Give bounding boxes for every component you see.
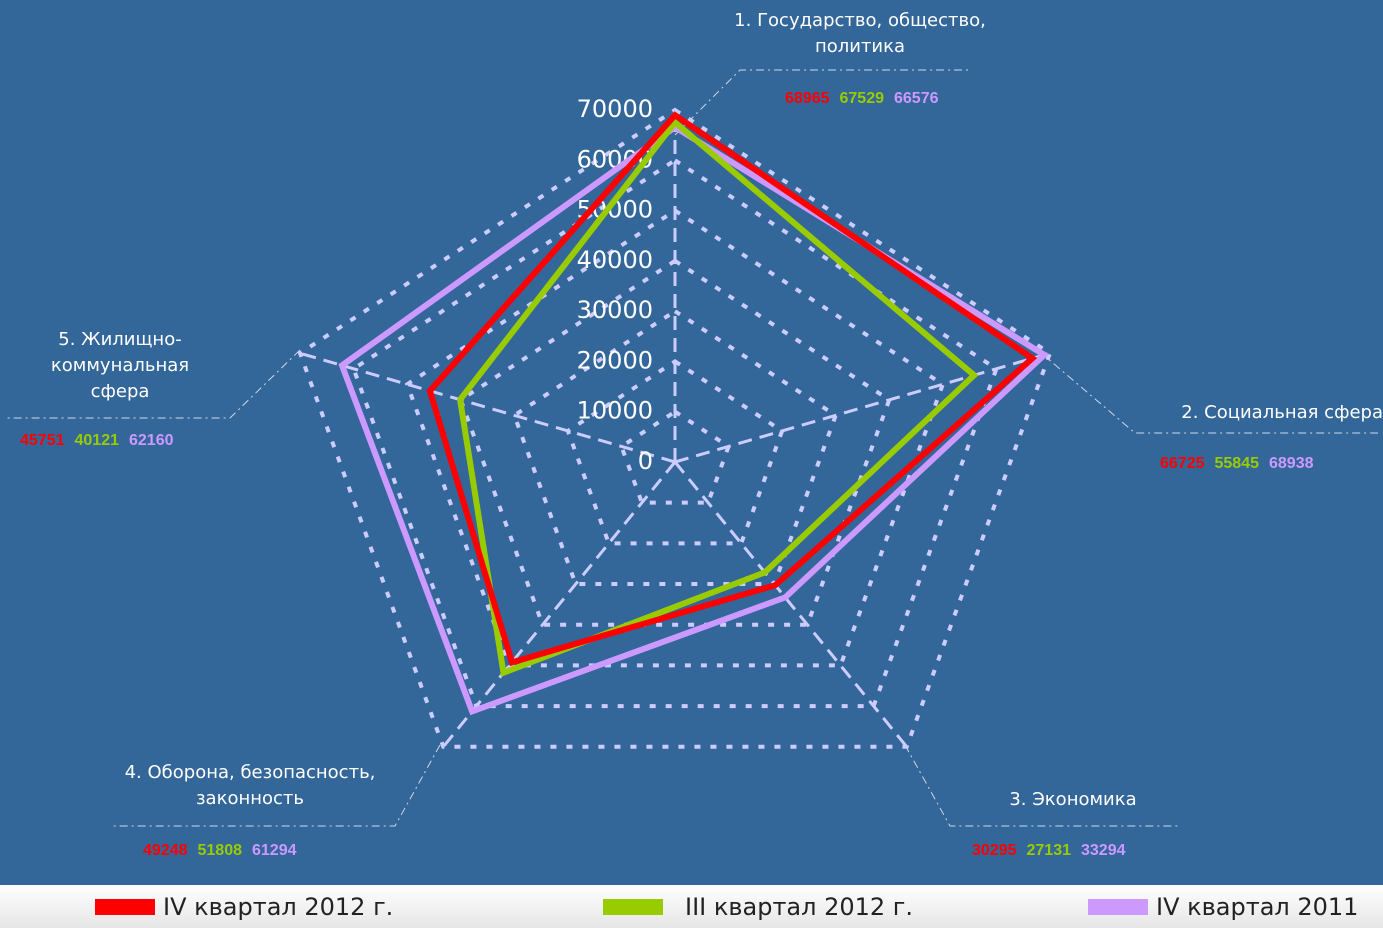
legend: IV квартал 2012 г. III квартал 2012 г. IV … bbox=[0, 885, 1383, 928]
value-labels: 49248 51808 61294 bbox=[143, 842, 307, 860]
y-tick-label: 10000 bbox=[577, 397, 653, 425]
value-label: 27131 bbox=[1026, 842, 1072, 859]
spoke bbox=[442, 461, 677, 748]
value-labels: 30295 27131 33294 bbox=[972, 842, 1136, 860]
leader-lines bbox=[5, 69, 1378, 827]
value-label: 45751 bbox=[20, 432, 65, 449]
category-label: 2. Социальная сфера bbox=[1181, 402, 1383, 423]
value-label: 49248 bbox=[143, 842, 188, 859]
value-label: 68938 bbox=[1269, 455, 1314, 472]
value-label: 66725 bbox=[1160, 455, 1205, 472]
spoke bbox=[673, 461, 908, 748]
legend-swatch bbox=[95, 898, 155, 915]
grid bbox=[297, 107, 1053, 749]
legend-entry: IV квартал 2011 bbox=[1088, 885, 1358, 928]
value-labels: 45751 40121 62160 bbox=[20, 432, 184, 450]
legend-label: III квартал 2012 г. bbox=[685, 892, 914, 921]
value-label: 40121 bbox=[74, 432, 120, 449]
value-label: 33294 bbox=[1081, 842, 1126, 859]
value-label: 61294 bbox=[252, 842, 297, 859]
legend-swatch bbox=[603, 898, 663, 915]
value-label: 67529 bbox=[839, 90, 885, 107]
category-label: 3. Экономика bbox=[1009, 789, 1137, 810]
legend-entry: IV квартал 2012 г. bbox=[95, 885, 393, 928]
spoke bbox=[674, 351, 1051, 464]
y-tick-label: 20000 bbox=[577, 346, 653, 374]
y-tick-label: 70000 bbox=[577, 95, 653, 123]
legend-label: IV квартал 2012 г. bbox=[163, 892, 394, 921]
value-label: 68965 bbox=[785, 90, 830, 107]
y-tick-label: 30000 bbox=[577, 296, 653, 324]
value-label: 51808 bbox=[197, 842, 243, 859]
y-tick-label: 40000 bbox=[577, 246, 653, 274]
legend-label: IV квартал 2011 bbox=[1156, 892, 1359, 921]
value-label: 30295 bbox=[972, 842, 1017, 859]
grid-ring bbox=[404, 208, 946, 668]
grid-ring bbox=[511, 308, 839, 587]
value-label: 62160 bbox=[129, 432, 174, 449]
grid-ring bbox=[297, 107, 1053, 749]
series-line bbox=[456, 118, 979, 677]
category-label: 5. Жилищно-коммунальная сфера bbox=[50, 329, 190, 402]
value-labels: 68965 67529 66576 bbox=[785, 90, 949, 108]
category-label: 4. Оборона, безопасность, законность bbox=[124, 762, 376, 809]
value-label: 66576 bbox=[894, 90, 939, 107]
value-labels: 66725 55845 68938 bbox=[1160, 455, 1324, 473]
value-label: 55845 bbox=[1214, 455, 1260, 472]
series-line bbox=[426, 111, 1038, 667]
grid-ring bbox=[619, 409, 731, 505]
legend-entry: III квартал 2012 г. bbox=[603, 885, 913, 928]
y-tick-label: 0 bbox=[638, 447, 653, 475]
grid-ring bbox=[458, 258, 892, 627]
legend-swatch bbox=[1088, 898, 1148, 915]
category-label: 1. Государство, общество, политика bbox=[734, 10, 986, 57]
series-line bbox=[338, 123, 1050, 716]
